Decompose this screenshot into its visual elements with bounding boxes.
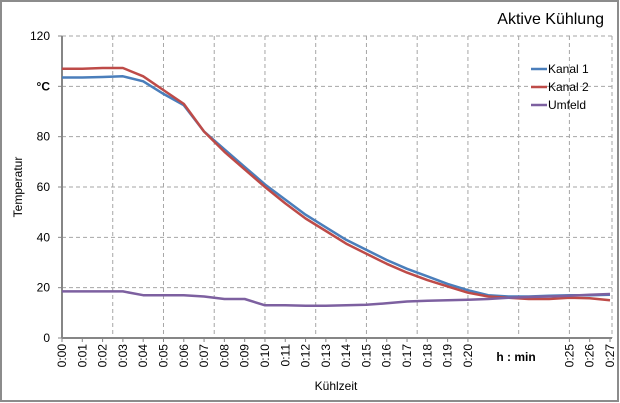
- series-line-umfeld: [62, 290, 611, 308]
- x-tick-label: 0:18: [420, 344, 434, 368]
- x-tick-label: 0:12: [299, 344, 313, 368]
- x-axis-label: Kühlzeit: [315, 379, 358, 393]
- x-tick-label: 0:10: [258, 344, 272, 368]
- x-tick-label: 0:20: [461, 344, 475, 368]
- legend-label: Kanal 1: [548, 62, 589, 76]
- chart-title: Aktive Kühlung: [497, 11, 604, 28]
- x-tick-label: 0:17: [400, 344, 414, 368]
- axes: 0 20 40 60 80 °C 120 0:00 0:01 0:02 0:03 0:04 0:05 0:…: [30, 29, 617, 367]
- x-tick-label: 0:13: [319, 344, 333, 368]
- y-tick-label: 60: [37, 180, 51, 194]
- x-tick-label: 0:06: [177, 344, 191, 368]
- legend: Kanal 1 Kanal 2 Umfeld: [531, 62, 589, 112]
- x-tick-label: 0:00: [55, 344, 69, 368]
- x-tick-label: 0:05: [156, 344, 170, 368]
- x-tick-label: 0:26: [583, 344, 597, 368]
- x-tick-label: 0:11: [278, 344, 292, 367]
- y-tick-label: 80: [37, 130, 51, 144]
- y-tick-label: 0: [43, 331, 50, 345]
- y-tick-label: °C: [37, 79, 51, 93]
- x-tick-label: 0:25: [562, 344, 576, 368]
- x-tick-label: 0:16: [380, 344, 394, 368]
- y-tick-label: 20: [37, 281, 51, 295]
- y-tick-label: 120: [30, 29, 50, 43]
- x-tick-label: 0:07: [197, 344, 211, 368]
- x-tick-label: 0:14: [339, 344, 353, 368]
- grid: [62, 35, 613, 338]
- x-tick-label: 0:03: [116, 344, 130, 368]
- x-tick-label: 0:27: [603, 344, 617, 368]
- y-axis-label: Temperatur: [11, 157, 25, 218]
- y-tick-label: 40: [37, 230, 51, 244]
- x-tick-label: 0:08: [217, 344, 231, 368]
- x-tick-label: 0:04: [136, 344, 150, 368]
- series-lines: [62, 66, 611, 308]
- legend-label: Kanal 2: [548, 80, 589, 94]
- x-unit-label: h : min: [496, 350, 535, 364]
- x-tick-label: 0:02: [96, 344, 110, 368]
- legend-label: Umfeld: [548, 98, 586, 112]
- x-tick-label: 0:01: [75, 344, 89, 368]
- x-tick-label: 0:15: [359, 344, 373, 368]
- x-tick-label: 0:09: [238, 344, 252, 368]
- x-tick-label: 0:19: [441, 344, 455, 368]
